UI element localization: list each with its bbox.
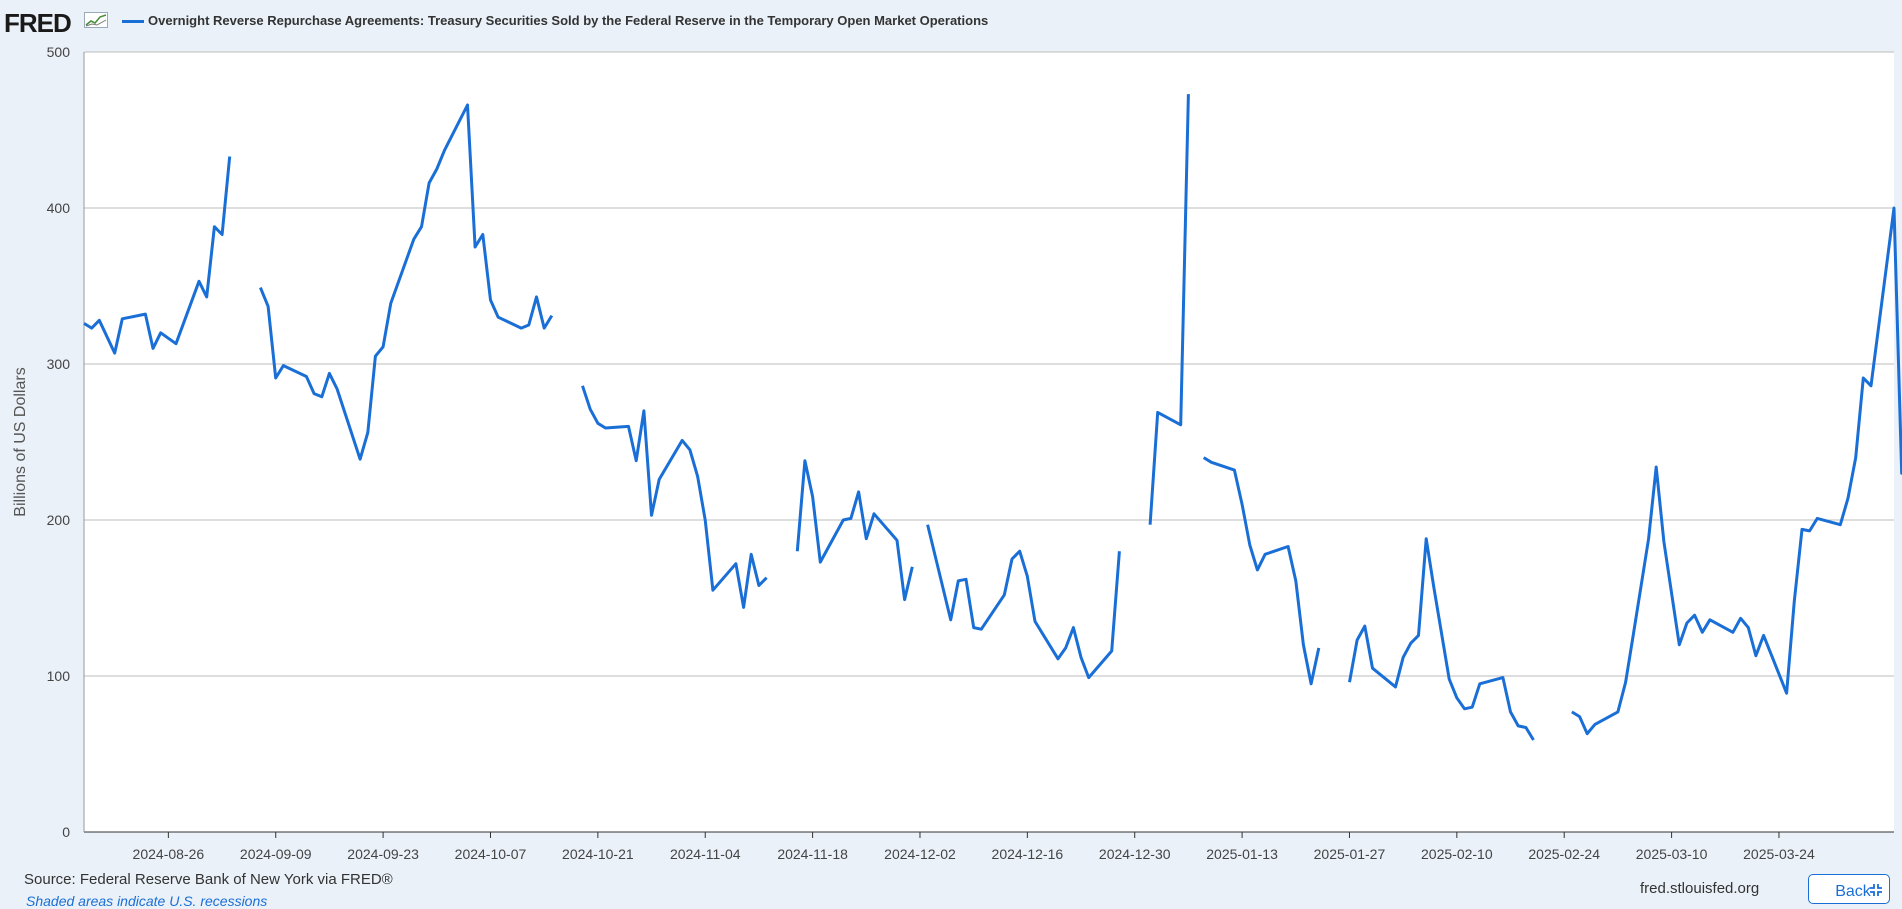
legend-series-label: Overnight Reverse Repurchase Agreements:… <box>148 13 989 28</box>
series-line-segment[interactable] <box>926 524 1121 680</box>
recession-note-link[interactable]: Shaded areas indicate U.S. recessions <box>26 893 268 909</box>
series-line-segment[interactable] <box>1571 206 1902 736</box>
x-tick-label: 2024-09-09 <box>240 846 312 862</box>
plot-area <box>84 52 1894 832</box>
x-tick-label: 2024-12-30 <box>1099 846 1171 862</box>
x-tick-label: 2024-08-26 <box>133 846 205 862</box>
source-text: Source: Federal Reserve Bank of New York… <box>24 871 393 888</box>
chart-header: FRED Overnight Reverse Repurchase Agreem… <box>0 0 1902 44</box>
chart-line-icon <box>84 12 108 28</box>
x-tick-label: 2024-11-18 <box>777 846 848 862</box>
y-tick-label: 300 <box>47 356 71 372</box>
series-lines <box>83 94 1902 741</box>
grid-lines <box>84 51 1894 677</box>
series-line-segment[interactable] <box>259 103 554 461</box>
series-line-segment[interactable] <box>1148 94 1190 525</box>
x-tick-label: 2024-12-02 <box>884 846 956 862</box>
back-label: Back <box>1835 883 1871 900</box>
legend-swatch <box>122 20 144 23</box>
x-tick-label: 2024-12-16 <box>992 846 1064 862</box>
series-line-segment[interactable] <box>795 459 914 602</box>
y-tick-label: 500 <box>47 44 71 60</box>
x-axis-ticks: 2024-08-26 2024-09-09 2024-09-23 2024-10-07… <box>133 832 1815 862</box>
series-line-segment[interactable] <box>1202 456 1321 686</box>
x-tick-label: 2025-03-24 <box>1743 846 1815 862</box>
series-line-segment[interactable] <box>83 156 232 355</box>
x-tick-label: 2025-02-10 <box>1421 846 1493 862</box>
fred-logo[interactable]: FRED <box>4 8 72 38</box>
x-tick-label: 2025-01-13 <box>1206 846 1278 862</box>
y-axis-ticks: 0 100 200 300 400 500 <box>47 44 71 840</box>
y-axis-label: Billions of US Dollars <box>12 367 29 516</box>
x-tick-label: 2024-10-21 <box>562 846 634 862</box>
series-line-segment[interactable] <box>1348 537 1535 741</box>
back-button[interactable]: Back <box>1808 874 1890 904</box>
y-tick-label: 100 <box>47 668 71 684</box>
x-tick-label: 2025-03-10 <box>1636 846 1708 862</box>
x-tick-label: 2024-09-23 <box>347 846 419 862</box>
y-tick-label: 200 <box>47 512 71 528</box>
x-tick-label: 2025-01-27 <box>1314 846 1386 862</box>
y-tick-label: 0 <box>62 824 70 840</box>
y-tick-label: 400 <box>47 200 71 216</box>
series-line-segment[interactable] <box>581 385 768 609</box>
x-tick-label: 2024-11-04 <box>670 846 741 862</box>
shrink-icon <box>1870 884 1882 896</box>
x-tick-label: 2025-02-24 <box>1528 846 1600 862</box>
site-link[interactable]: fred.stlouisfed.org <box>1640 880 1760 897</box>
x-tick-label: 2024-10-07 <box>455 846 527 862</box>
